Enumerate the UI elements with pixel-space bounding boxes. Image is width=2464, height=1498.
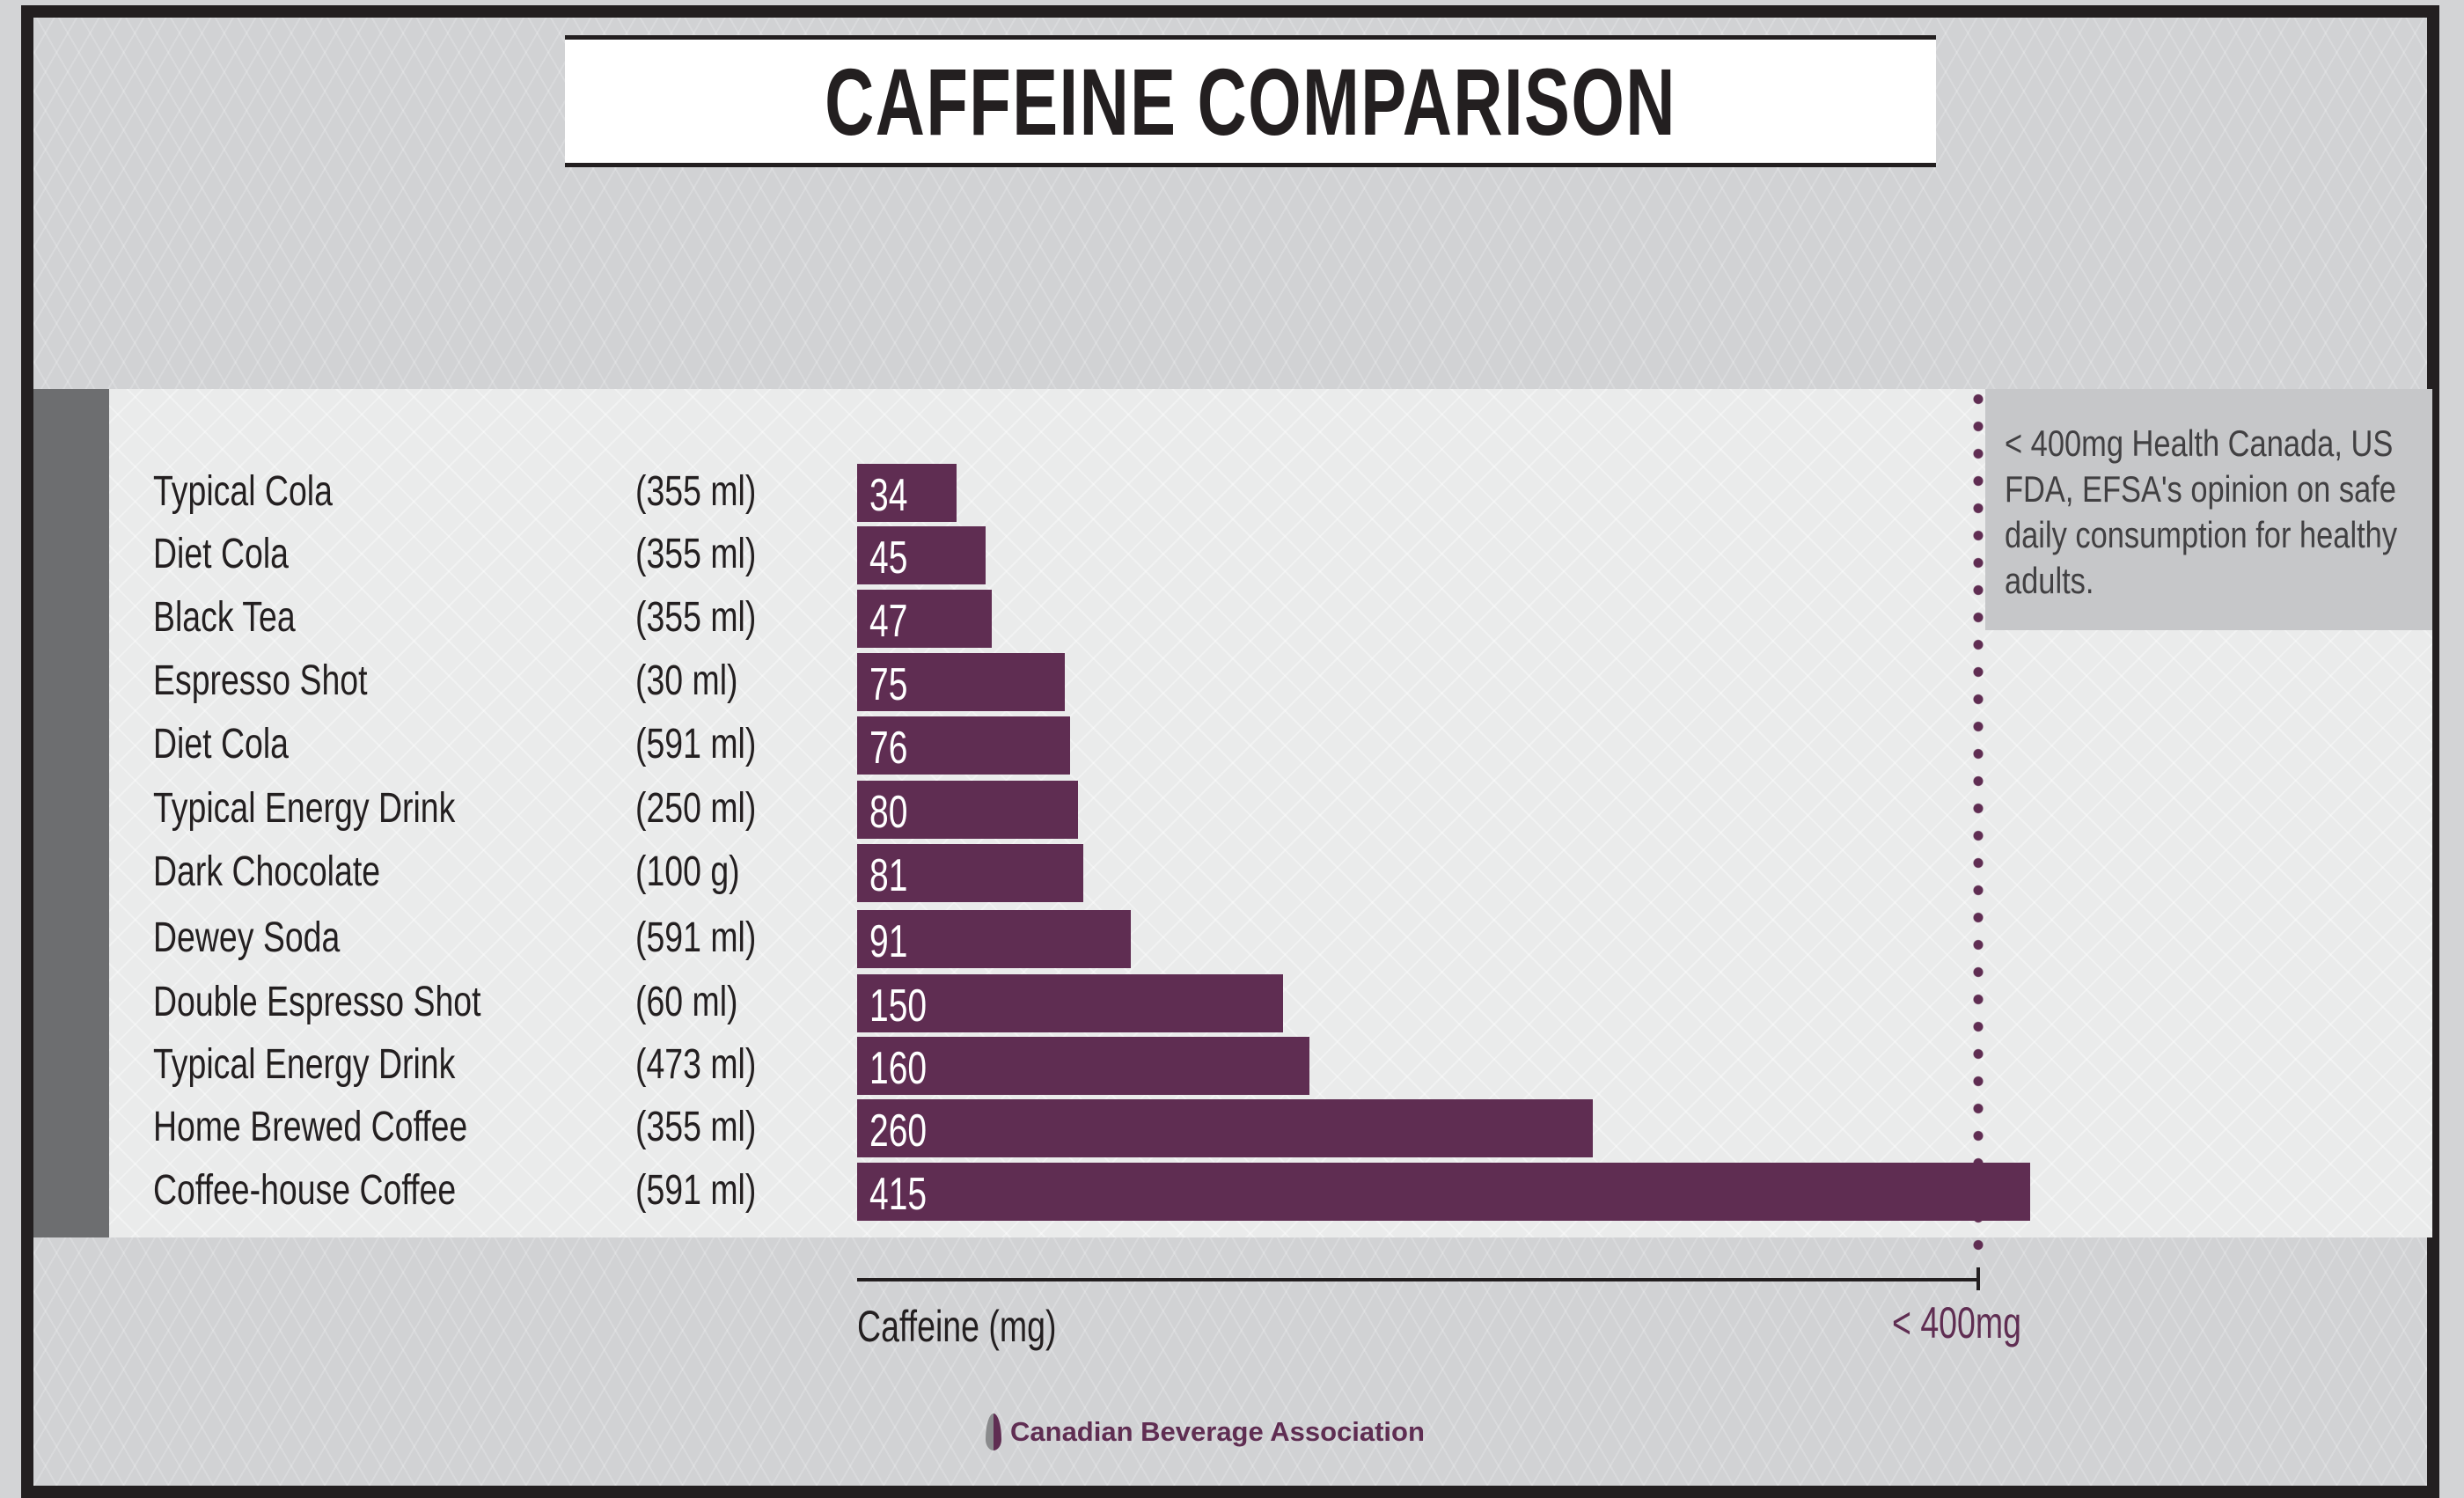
bar-value-label: 76 (869, 723, 908, 774)
x-axis-line (857, 1278, 1978, 1281)
caffeine-bar: 75 (857, 653, 1065, 711)
caffeine-bar: 260 (857, 1099, 1593, 1157)
row-serving: (250 ml) (635, 785, 757, 832)
organization-name: Canadian Beverage Association (1010, 1416, 1425, 1447)
caffeine-bar: 80 (857, 781, 1078, 839)
row-label: Espresso Shot (153, 657, 368, 704)
panel-accent-stripe (33, 389, 109, 1237)
caffeine-bar: 45 (857, 526, 986, 584)
row-serving: (100 g) (635, 848, 740, 895)
row-label: Typical Energy Drink (153, 1041, 456, 1088)
x-axis-label: Caffeine (mg) (857, 1302, 1057, 1351)
caffeine-bar: 415 (857, 1163, 2030, 1221)
limit-dotted-line (1972, 386, 1984, 1266)
row-serving: (355 ml) (635, 468, 757, 515)
chart-row: Home Brewed Coffee (355 ml) 260 (0, 1099, 2464, 1163)
chart-row: Black Tea (355 ml) 47 (0, 590, 2464, 653)
row-serving: (30 ml) (635, 657, 738, 704)
bar-value-label: 75 (869, 659, 908, 710)
chart-row: Typical Energy Drink (473 ml) 160 (0, 1037, 2464, 1100)
chart-row: Dewey Soda (591 ml) 91 (0, 910, 2464, 973)
bar-value-label: 34 (869, 470, 908, 521)
row-label: Double Espresso Shot (153, 979, 481, 1025)
footer-logo: Canadian Beverage Association (986, 1414, 1425, 1450)
row-label: Diet Cola (153, 531, 289, 577)
chart-row: Typical Cola (355 ml) 34 (0, 464, 2464, 527)
chart-row: Diet Cola (355 ml) 45 (0, 526, 2464, 590)
row-serving: (591 ml) (635, 1167, 757, 1214)
chart-row: Diet Cola (591 ml) 76 (0, 716, 2464, 780)
chart-title: CAFFEINE COMPARISON (825, 48, 1676, 155)
row-serving: (60 ml) (635, 979, 738, 1025)
bar-value-label: 415 (869, 1169, 928, 1220)
row-serving: (355 ml) (635, 1104, 757, 1150)
caffeine-bar: 91 (857, 910, 1131, 968)
chart-row: Typical Energy Drink (250 ml) 80 (0, 781, 2464, 844)
row-serving: (591 ml) (635, 721, 757, 767)
caffeine-bar: 150 (857, 974, 1283, 1032)
row-label: Home Brewed Coffee (153, 1104, 468, 1150)
bar-value-label: 160 (869, 1043, 928, 1094)
limit-annotation-text: < 400mg Health Canada, US FDA, EFSA's op… (2005, 422, 2398, 601)
row-serving: (355 ml) (635, 594, 757, 641)
chart-row: Espresso Shot (30 ml) 75 (0, 653, 2464, 716)
chart-row: Coffee-house Coffee (591 ml) 415 (0, 1163, 2464, 1226)
bar-value-label: 260 (869, 1105, 928, 1157)
chart-row: Dark Chocolate (100 g) 81 (0, 844, 2464, 907)
limit-label: < 400mg (1892, 1298, 2021, 1347)
row-label: Dewey Soda (153, 914, 341, 961)
row-label: Coffee-house Coffee (153, 1167, 457, 1214)
x-axis-limit-tick (1976, 1267, 1980, 1290)
bar-value-label: 150 (869, 980, 928, 1032)
droplet-logo-icon (986, 1414, 1001, 1450)
row-serving: (355 ml) (635, 531, 757, 577)
row-serving: (591 ml) (635, 914, 757, 961)
row-serving: (473 ml) (635, 1041, 757, 1088)
title-banner: CAFFEINE COMPARISON (565, 35, 1936, 167)
bar-value-label: 80 (869, 787, 908, 838)
bar-value-label: 81 (869, 850, 908, 901)
row-label: Dark Chocolate (153, 848, 381, 895)
row-label: Typical Energy Drink (153, 785, 456, 832)
bar-value-label: 45 (869, 532, 908, 584)
row-label: Black Tea (153, 594, 296, 641)
chart-row: Double Espresso Shot (60 ml) 150 (0, 974, 2464, 1038)
row-label: Diet Cola (153, 721, 289, 767)
caffeine-bar: 34 (857, 464, 957, 522)
bar-value-label: 47 (869, 596, 908, 647)
caffeine-bar: 81 (857, 844, 1083, 902)
row-label: Typical Cola (153, 468, 333, 515)
caffeine-bar: 160 (857, 1037, 1309, 1095)
caffeine-bar: 76 (857, 716, 1070, 775)
limit-annotation-box: < 400mg Health Canada, US FDA, EFSA's op… (1985, 389, 2432, 630)
bar-value-label: 91 (869, 916, 908, 967)
caffeine-bar: 47 (857, 590, 992, 648)
